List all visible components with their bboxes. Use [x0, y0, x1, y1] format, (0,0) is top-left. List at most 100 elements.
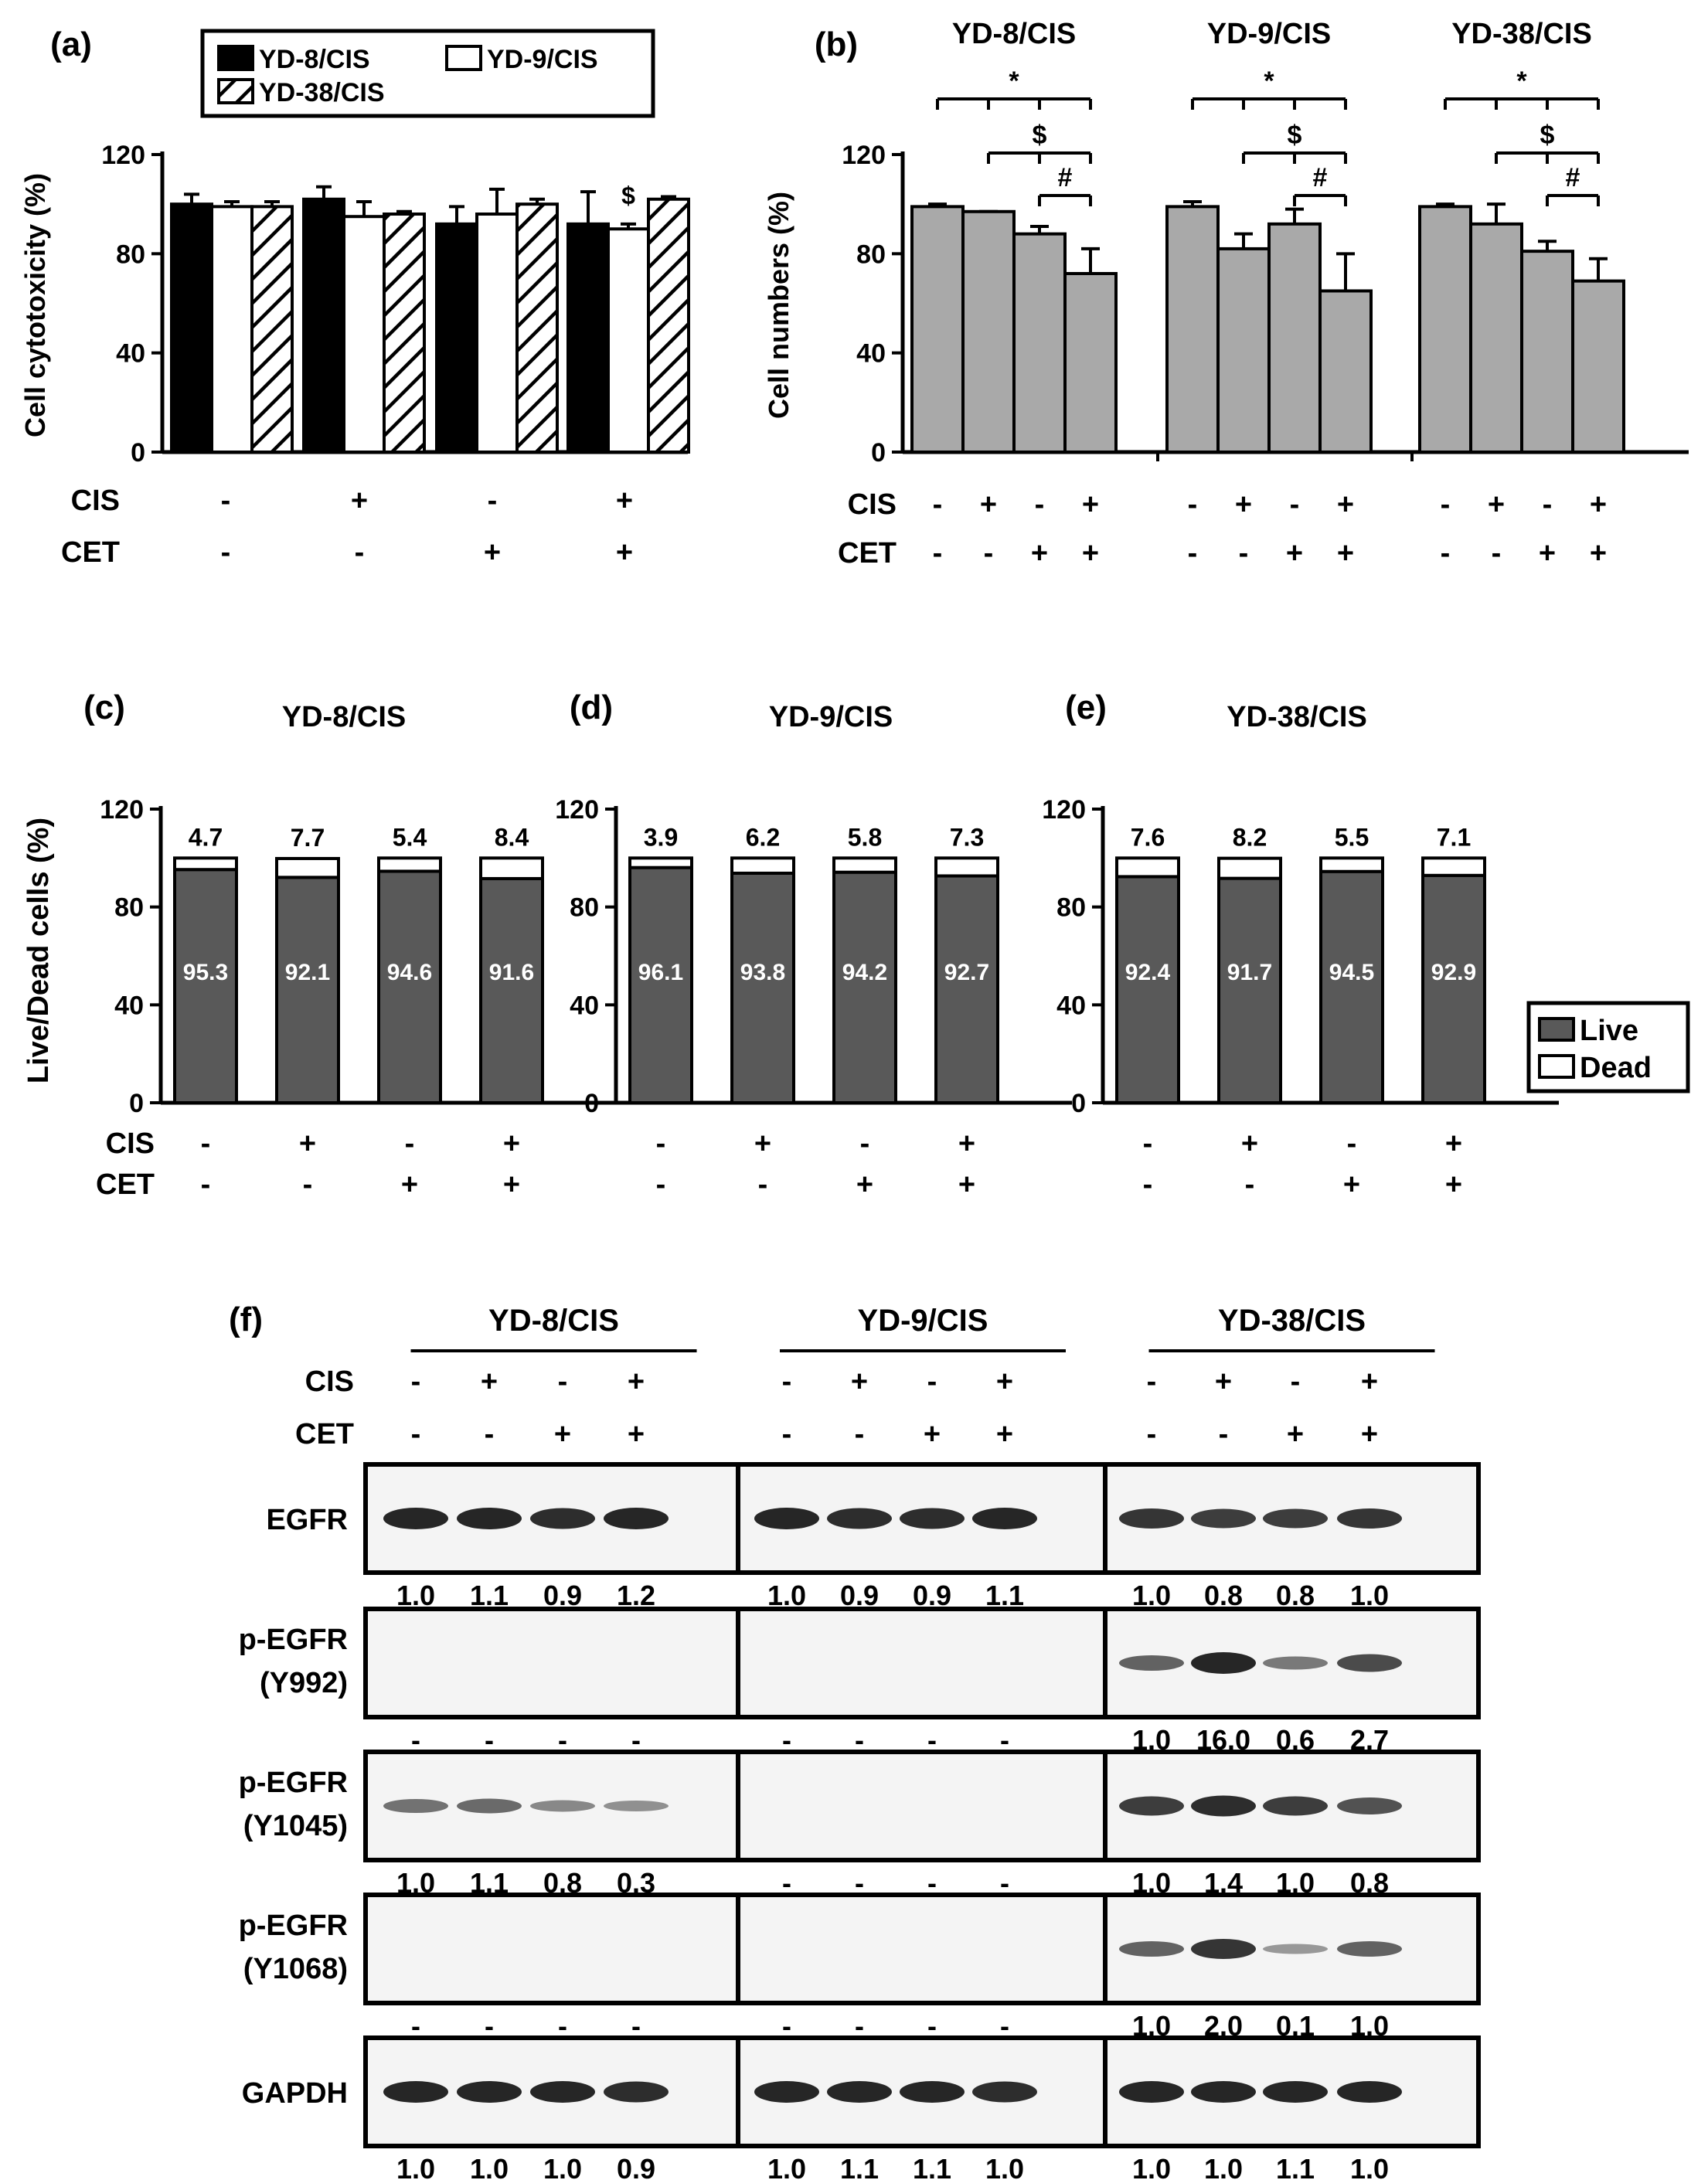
- panel-c-live-value: 92.1: [285, 960, 330, 985]
- panel-f-band-value: -: [558, 1724, 567, 1756]
- panel-e-live-bar: [1421, 873, 1486, 1104]
- panel-a-bar: [383, 213, 426, 454]
- panel-b-cet-sign: -: [1188, 537, 1198, 570]
- panel-f-band-value: -: [1000, 1867, 1009, 1899]
- panel-b-group-title: YD-38/CIS: [1451, 18, 1592, 50]
- panel-b-bar: [1267, 222, 1322, 454]
- panel-a-bar: [647, 197, 690, 454]
- panel-d-dead-value: 3.9: [644, 823, 678, 851]
- panel-b-sig-symbol: $: [1288, 121, 1302, 150]
- panel-f-band: [1191, 1652, 1256, 1674]
- panel-c-title: YD-8/CIS: [282, 701, 406, 733]
- panel-a-bar: [342, 215, 386, 454]
- panel-f-group-title: YD-38/CIS: [1218, 1304, 1366, 1338]
- panel-b-sig-symbol: *: [1516, 66, 1527, 96]
- panel-f-band-value: -: [855, 1867, 864, 1899]
- panel-b-sig-symbol: $: [1033, 121, 1047, 150]
- panel-f-cet-sign: -: [1147, 1418, 1157, 1450]
- panel-f-band: [1119, 1508, 1184, 1529]
- panel-c-dead-value: 5.4: [393, 823, 427, 851]
- panel-f-band-value: -: [927, 1867, 937, 1899]
- panel-d-y-tick-label: 0: [584, 1089, 599, 1118]
- panel-b-cis-sign: +: [1082, 488, 1099, 521]
- panel-b-cis-sign: -: [933, 488, 943, 521]
- panel-d-dead-value: 5.8: [848, 823, 882, 851]
- panel-b-group-title: YD-9/CIS: [1207, 18, 1331, 50]
- panel-b-bar: [1571, 279, 1625, 454]
- panel-d-y-tick-label: 40: [570, 991, 599, 1020]
- panel-f-band: [383, 1508, 448, 1529]
- panel-b-bar: [1469, 222, 1523, 454]
- panel-a-legend-swatch: [217, 45, 254, 71]
- panel-f-band-value: 0.8: [1276, 1580, 1315, 1611]
- panel-a-bar: [515, 202, 559, 454]
- panel-f-cis-sign: -: [927, 1365, 937, 1398]
- panel-f-cet-sign: +: [1361, 1418, 1378, 1450]
- panel-f-band-value: -: [411, 2010, 420, 2042]
- panel-f-band: [1119, 2081, 1184, 2103]
- panel-f-band: [754, 1508, 819, 1529]
- panel-f-band-value: 1.1: [913, 2153, 951, 2180]
- panel-f-band: [530, 2081, 595, 2103]
- panel-f-band: [1119, 1941, 1184, 1957]
- panel-f-band: [1119, 1796, 1184, 1816]
- panel-d-dead-value: 7.3: [950, 823, 984, 851]
- panel-f-band-value: -: [855, 1724, 864, 1756]
- panel-f-band-value: -: [485, 2010, 494, 2042]
- panel-b-cet-label: CET: [838, 537, 897, 570]
- panel-e-cis-sign: +: [1445, 1127, 1462, 1160]
- panel-f-cis-sign: +: [1215, 1365, 1232, 1398]
- panel-d-title: YD-9/CIS: [769, 701, 893, 733]
- panel-c-cet-sign: +: [401, 1168, 418, 1201]
- panel-d-y-tick-label: 80: [570, 893, 599, 923]
- panel-f-band: [1191, 1508, 1256, 1529]
- panel-d-cis-sign: -: [860, 1127, 870, 1160]
- panel-f-band-value: -: [631, 2010, 641, 2042]
- panel-e-cet-sign: -: [1245, 1168, 1255, 1201]
- panel-d-live-value: 93.8: [740, 960, 785, 985]
- panel-f-cet-sign: -: [411, 1418, 421, 1450]
- panel-f-cet-sign: -: [782, 1418, 792, 1450]
- panel-a-y-tick-label: 0: [131, 438, 145, 468]
- panel-d-dead-bar: [628, 856, 693, 869]
- panel-c-cet-sign: +: [503, 1168, 520, 1201]
- panel-f-band-value: 0.9: [617, 2153, 655, 2180]
- panel-c-y-tick-label: 0: [129, 1089, 144, 1118]
- panel-f-band: [1337, 1654, 1402, 1672]
- legend-dead-label: Dead: [1580, 1052, 1652, 1084]
- panel-a-legend-swatch: [217, 78, 254, 104]
- panel-f-band-value: -: [1000, 2010, 1009, 2042]
- panel-c-cis-sign: -: [405, 1127, 415, 1160]
- panel-f-band-value: -: [782, 2010, 791, 2042]
- panel-c-cet-label: CET: [96, 1168, 155, 1201]
- panel-f-cet-sign: +: [628, 1418, 645, 1450]
- panel-e-cis-sign: -: [1347, 1127, 1357, 1160]
- panel-f-band: [1119, 1655, 1184, 1671]
- panel-f-cis-label: CIS: [305, 1365, 354, 1398]
- panel-f-row-label: p-EGFR: [239, 1624, 348, 1656]
- panel-f-cet-sign: +: [924, 1418, 941, 1450]
- panel-a-sig-marker: $: [621, 182, 635, 209]
- panel-a-cet-sign: +: [484, 536, 501, 569]
- panel-b-cet-sign: +: [1590, 537, 1607, 570]
- panel-e-live-bar: [1115, 875, 1180, 1105]
- panel-b-bar: [1418, 205, 1472, 454]
- panel-b-cet-sign: -: [1239, 537, 1249, 570]
- panel-e-live-value: 91.7: [1227, 960, 1272, 985]
- panel-f-cet-sign: -: [1219, 1418, 1229, 1450]
- panel-f-band: [457, 1798, 522, 1814]
- panel-c-cis-sign: +: [299, 1127, 316, 1160]
- panel-c-cis-sign: +: [503, 1127, 520, 1160]
- panel-c-live-value: 94.6: [387, 960, 432, 985]
- panel-f-band: [1191, 2081, 1256, 2103]
- panel-e-dead-value: 5.5: [1335, 823, 1369, 851]
- panel-c-dead-bar: [377, 856, 442, 873]
- panel-b-bar: [1216, 247, 1271, 454]
- panel-f-cis-sign: -: [411, 1365, 421, 1398]
- panel-a-bar: [566, 222, 610, 454]
- panel-e-dead-bar: [1421, 856, 1486, 877]
- panel-b-label: (b): [815, 26, 858, 63]
- panel-b-bar: [1318, 289, 1373, 454]
- panel-b-sig-symbol: #: [1566, 163, 1580, 192]
- panel-e-cis-sign: +: [1241, 1127, 1258, 1160]
